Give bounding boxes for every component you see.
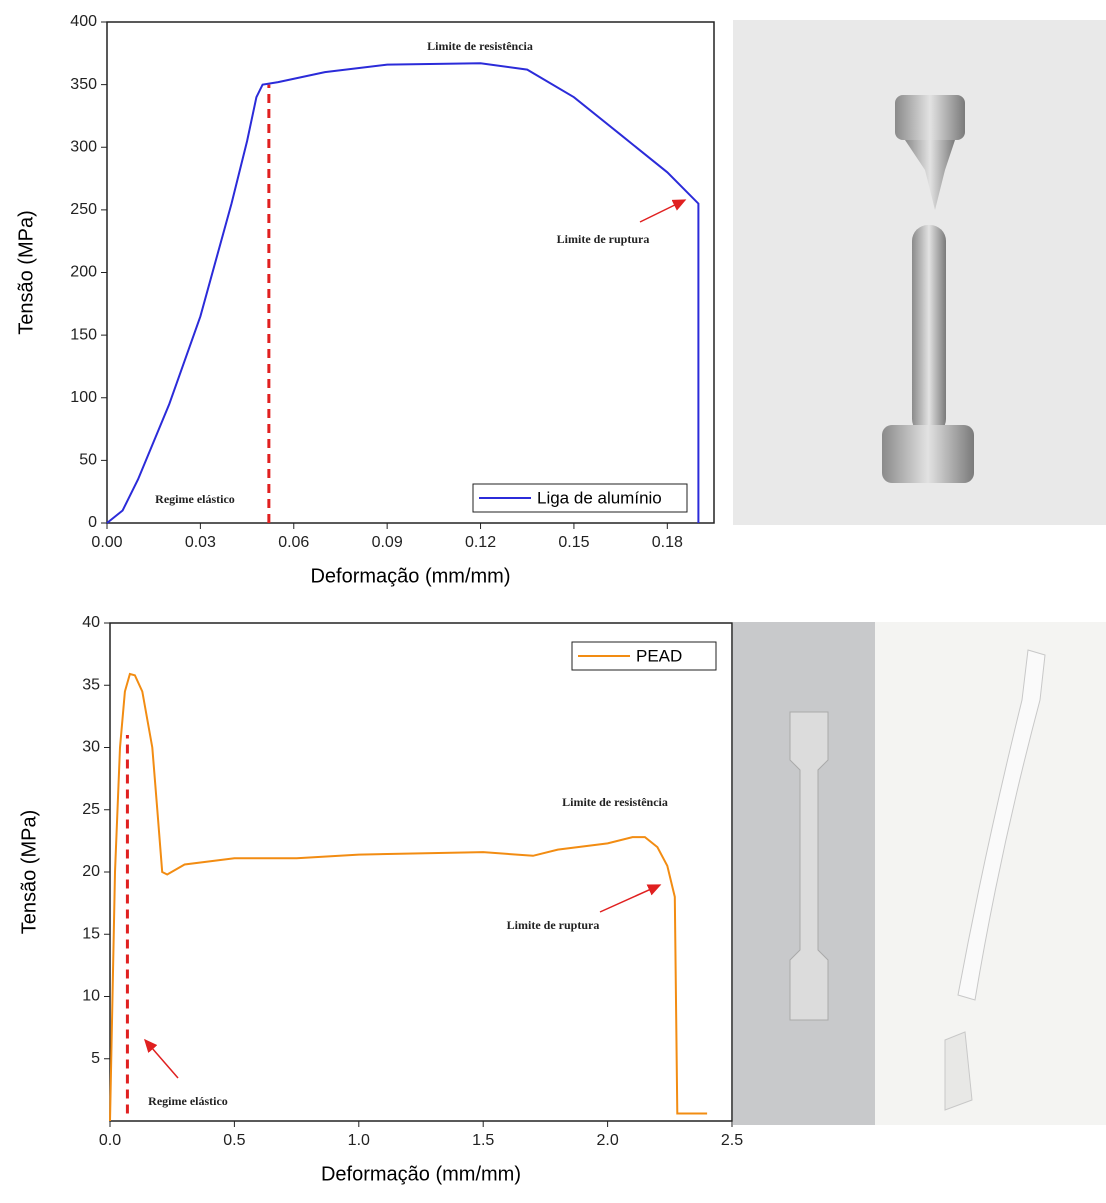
x-tick-label: 1.0	[348, 1132, 370, 1149]
y-axis-title: Tensão (MPa)	[15, 210, 37, 335]
y-tick-label: 350	[70, 76, 97, 93]
series-line	[106, 62, 700, 524]
y-tick-label: 100	[70, 389, 97, 406]
y-tick-label: 25	[82, 801, 100, 818]
y-tick-label: 35	[82, 676, 100, 693]
y-tick-label: 200	[70, 264, 97, 281]
x-tick-label: 0.03	[185, 534, 216, 551]
legend-label: Liga de alumínio	[537, 488, 662, 507]
y-tick-label: 400	[70, 13, 97, 30]
y-tick-label: 150	[70, 326, 97, 343]
annotation-arrow	[639, 199, 687, 223]
x-tick-label: 2.5	[721, 1132, 743, 1149]
x-tick-label: 0.0	[99, 1132, 121, 1149]
series-line	[109, 672, 708, 1122]
annotation-arrow	[144, 1038, 179, 1079]
annotation: Limite de ruptura	[557, 232, 650, 246]
annotation: Limite de resistência	[427, 39, 533, 53]
photo-pead	[733, 622, 1106, 1125]
x-axis-title: Deformação (mm/mm)	[310, 565, 510, 587]
x-tick-label: 0.06	[278, 534, 309, 551]
y-tick-label: 0	[88, 514, 97, 531]
annotation: Regime elástico	[155, 492, 235, 506]
x-tick-label: 0.5	[223, 1132, 245, 1149]
annotation: Regime elástico	[148, 1094, 228, 1108]
x-tick-label: 0.00	[91, 534, 122, 551]
annotation: Limite de resistência	[562, 795, 668, 809]
y-tick-label: 20	[82, 863, 100, 880]
y-axis-title: Tensão (MPa)	[18, 810, 40, 935]
y-tick-label: 40	[82, 614, 100, 631]
x-tick-label: 0.09	[372, 534, 403, 551]
x-tick-label: 0.15	[558, 534, 589, 551]
y-tick-label: 15	[82, 925, 100, 942]
x-axis-title: Deformação (mm/mm)	[321, 1163, 521, 1185]
x-tick-label: 0.12	[465, 534, 496, 551]
legend-label: PEAD	[636, 646, 682, 665]
y-tick-label: 250	[70, 201, 97, 218]
y-tick-label: 300	[70, 138, 97, 155]
y-tick-label: 30	[82, 739, 100, 756]
plot-frame	[109, 622, 733, 1122]
y-tick-label: 10	[82, 988, 100, 1005]
annotation: Limite de ruptura	[507, 918, 600, 932]
plot-frame	[106, 21, 715, 524]
photo-aluminium	[733, 20, 1106, 525]
y-tick-label: 50	[79, 452, 97, 469]
y-tick-label: 5	[91, 1050, 100, 1067]
x-tick-label: 2.0	[596, 1132, 618, 1149]
annotation-arrow	[599, 884, 662, 913]
x-tick-label: 0.18	[652, 534, 683, 551]
x-tick-label: 1.5	[472, 1132, 494, 1149]
